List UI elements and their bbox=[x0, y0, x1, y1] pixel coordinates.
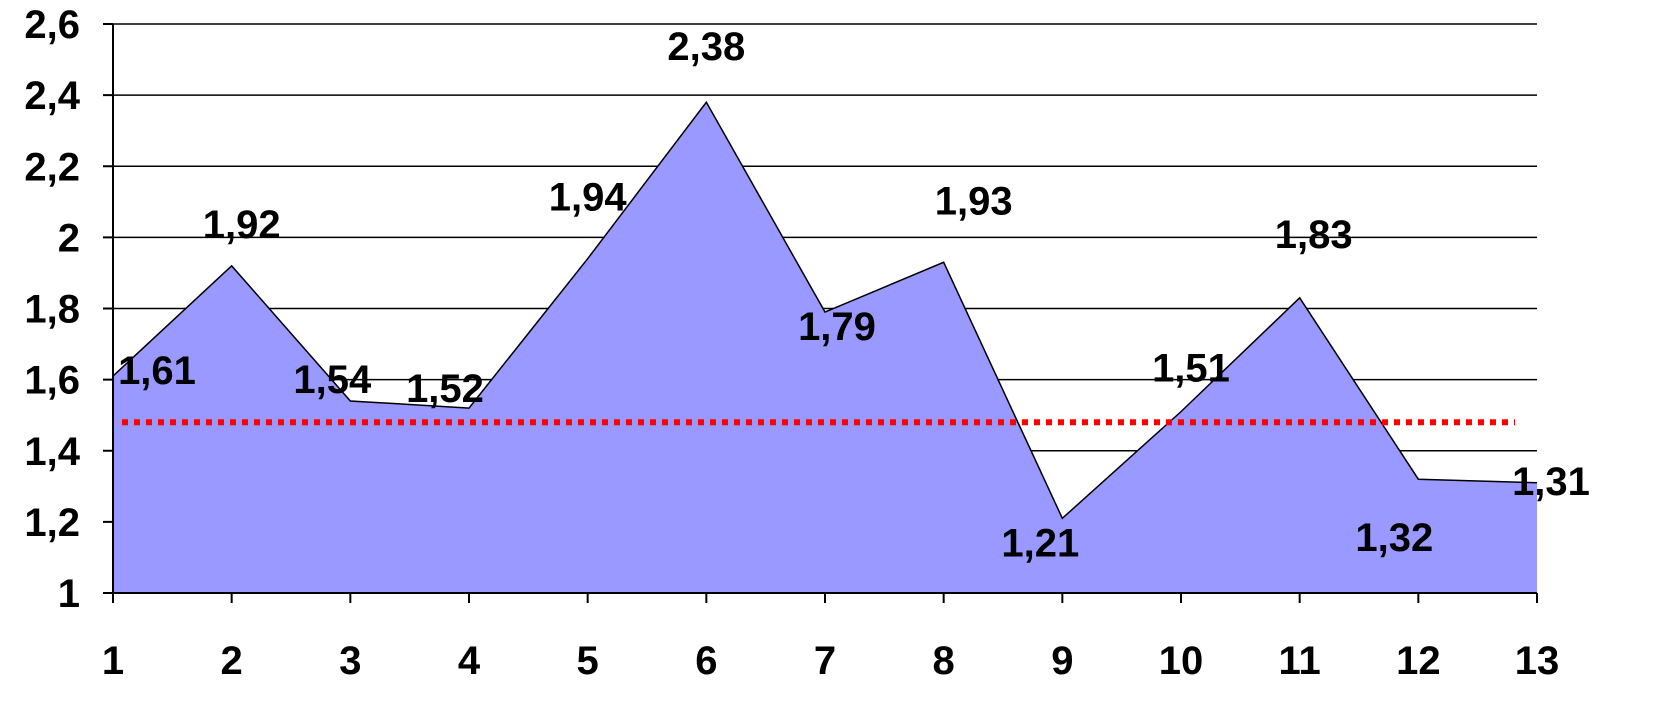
x-tick-label: 13 bbox=[1515, 639, 1560, 683]
x-tick-label: 10 bbox=[1159, 639, 1204, 683]
y-tick-label: 2 bbox=[58, 216, 80, 260]
x-tick-label: 6 bbox=[695, 639, 717, 683]
data-label: 1,94 bbox=[549, 176, 628, 220]
area-series bbox=[112, 100, 1538, 594]
x-tick-label: 5 bbox=[577, 639, 599, 683]
y-tick-label: 2,6 bbox=[24, 3, 80, 47]
y-tick-label: 1,4 bbox=[24, 430, 80, 474]
y-tick-label: 1 bbox=[58, 572, 80, 616]
data-label: 1,21 bbox=[1001, 521, 1079, 565]
x-tick-label: 3 bbox=[339, 639, 361, 683]
y-tick-label: 1,8 bbox=[24, 288, 80, 332]
x-tick-label: 12 bbox=[1396, 639, 1441, 683]
area-outline bbox=[112, 100, 1538, 520]
data-label: 1,83 bbox=[1275, 213, 1353, 257]
x-tick-label: 2 bbox=[221, 639, 243, 683]
data-label: 1,51 bbox=[1152, 347, 1230, 391]
axes: 11,21,41,61,822,22,42,61 2 3 4 5 6 7 8 9 10 11 12 13 bbox=[24, 3, 1559, 683]
data-label: 1,61 bbox=[118, 349, 196, 393]
x-tick-label: 1 bbox=[102, 639, 124, 683]
x-tick-label: 11 bbox=[1279, 639, 1321, 683]
data-label: 1,92 bbox=[203, 203, 281, 247]
x-tick-label: 7 bbox=[814, 639, 836, 683]
data-label: 1,54 bbox=[293, 358, 372, 402]
data-label: 1,93 bbox=[935, 179, 1013, 223]
data-label: 2,38 bbox=[667, 25, 745, 69]
data-label: 1,32 bbox=[1355, 516, 1433, 560]
y-tick-label: 1,2 bbox=[24, 501, 80, 545]
x-tick-label: 4 bbox=[458, 639, 481, 683]
x-tick-label: 9 bbox=[1051, 639, 1073, 683]
data-label: 1,79 bbox=[798, 305, 876, 349]
data-labels: 1,61 1,92 1,54 1,52 1,94 2,38 1,79 1,93 1,21 1,51… bbox=[118, 25, 1590, 565]
y-tick-label: 2,2 bbox=[24, 145, 80, 189]
x-tick-label: 8 bbox=[933, 639, 955, 683]
y-tick-label: 1,6 bbox=[24, 359, 80, 403]
data-label: 1,52 bbox=[406, 367, 484, 411]
y-tick-label: 2,4 bbox=[24, 74, 80, 118]
data-label: 1,31 bbox=[1512, 460, 1590, 504]
area-fill bbox=[113, 102, 1537, 594]
